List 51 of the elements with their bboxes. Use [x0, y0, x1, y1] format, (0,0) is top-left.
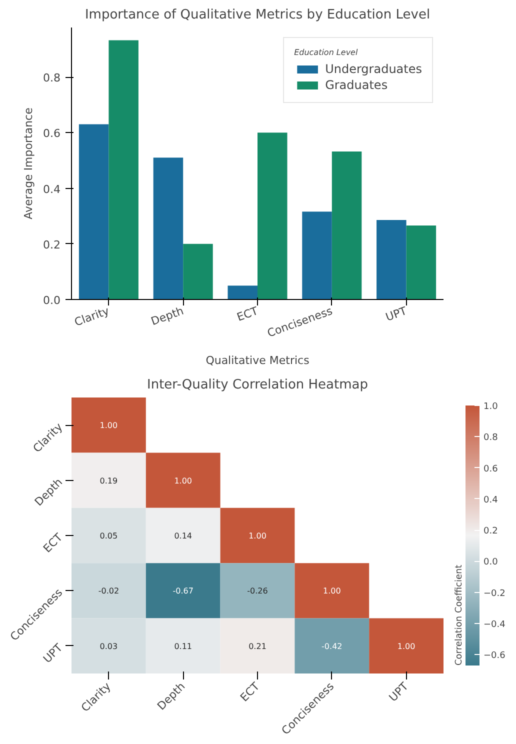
color-bar-label: 0.8	[484, 433, 498, 444]
bar	[228, 286, 258, 300]
data-label: -0.26	[247, 586, 268, 596]
x-tick-label: Depth	[149, 304, 186, 328]
legend-title: Education Level	[294, 48, 359, 57]
color-bar-label: −0.2	[484, 588, 506, 599]
color-bar-label: 1.0	[484, 402, 498, 412]
data-label: 0.11	[174, 642, 192, 651]
y-tick-label: 0.0	[43, 294, 61, 307]
y-tick-label: 0.8	[43, 72, 61, 85]
data-label: -0.02	[98, 586, 120, 596]
bar	[78, 124, 109, 300]
bar	[332, 152, 362, 300]
bar	[108, 40, 138, 300]
color-bar-label: 0.6	[484, 464, 498, 474]
bar	[376, 220, 406, 300]
chart-title: Inter-Quality Correlation Heatmap	[147, 378, 368, 392]
y-tick-label: 0.6	[43, 127, 61, 140]
x-tick-label: Clarity	[72, 304, 112, 329]
bar	[302, 212, 332, 300]
data-label: -0.67	[172, 586, 194, 596]
legend-label: Undergraduates	[325, 62, 422, 76]
data-label: 1.00	[397, 642, 416, 651]
x-axis-title: Qualitative Metrics	[206, 354, 310, 368]
y-tick-label: 0.4	[43, 182, 61, 196]
data-label: 1.00	[100, 421, 118, 430]
chart-title: Importance of Qualitative Metrics by Education Level	[84, 8, 430, 22]
y-tick-label: 0.2	[43, 238, 61, 252]
data-label: 0.14	[174, 532, 192, 540]
data-label: 1.00	[322, 586, 341, 596]
color-bar-title: Correlation Coefficient	[454, 564, 464, 666]
x-tick-label: ECT	[235, 304, 260, 324]
data-label: -0.42	[322, 642, 342, 651]
color-bar-label: 0.4	[484, 495, 498, 506]
bar	[258, 132, 288, 300]
y-axis-title: Average Importance	[22, 107, 36, 220]
data-label: 0.03	[100, 642, 118, 651]
color-bar-label: −0.4	[484, 620, 506, 630]
data-label: 1.00	[248, 532, 266, 540]
bar	[406, 226, 436, 300]
color-bar-label: 0.2	[484, 526, 498, 537]
color-bar-label: −0.6	[484, 651, 506, 662]
data-label: 0.21	[248, 642, 266, 651]
bar	[183, 244, 213, 300]
color-bar-label: 0.0	[484, 558, 498, 568]
data-label: 1.00	[174, 476, 192, 486]
data-label: 0.19	[100, 476, 118, 486]
bar	[153, 158, 184, 300]
x-tick-label: UPT	[384, 304, 409, 324]
data-label: 0.05	[100, 532, 118, 540]
legend-label: Graduates	[325, 78, 388, 92]
